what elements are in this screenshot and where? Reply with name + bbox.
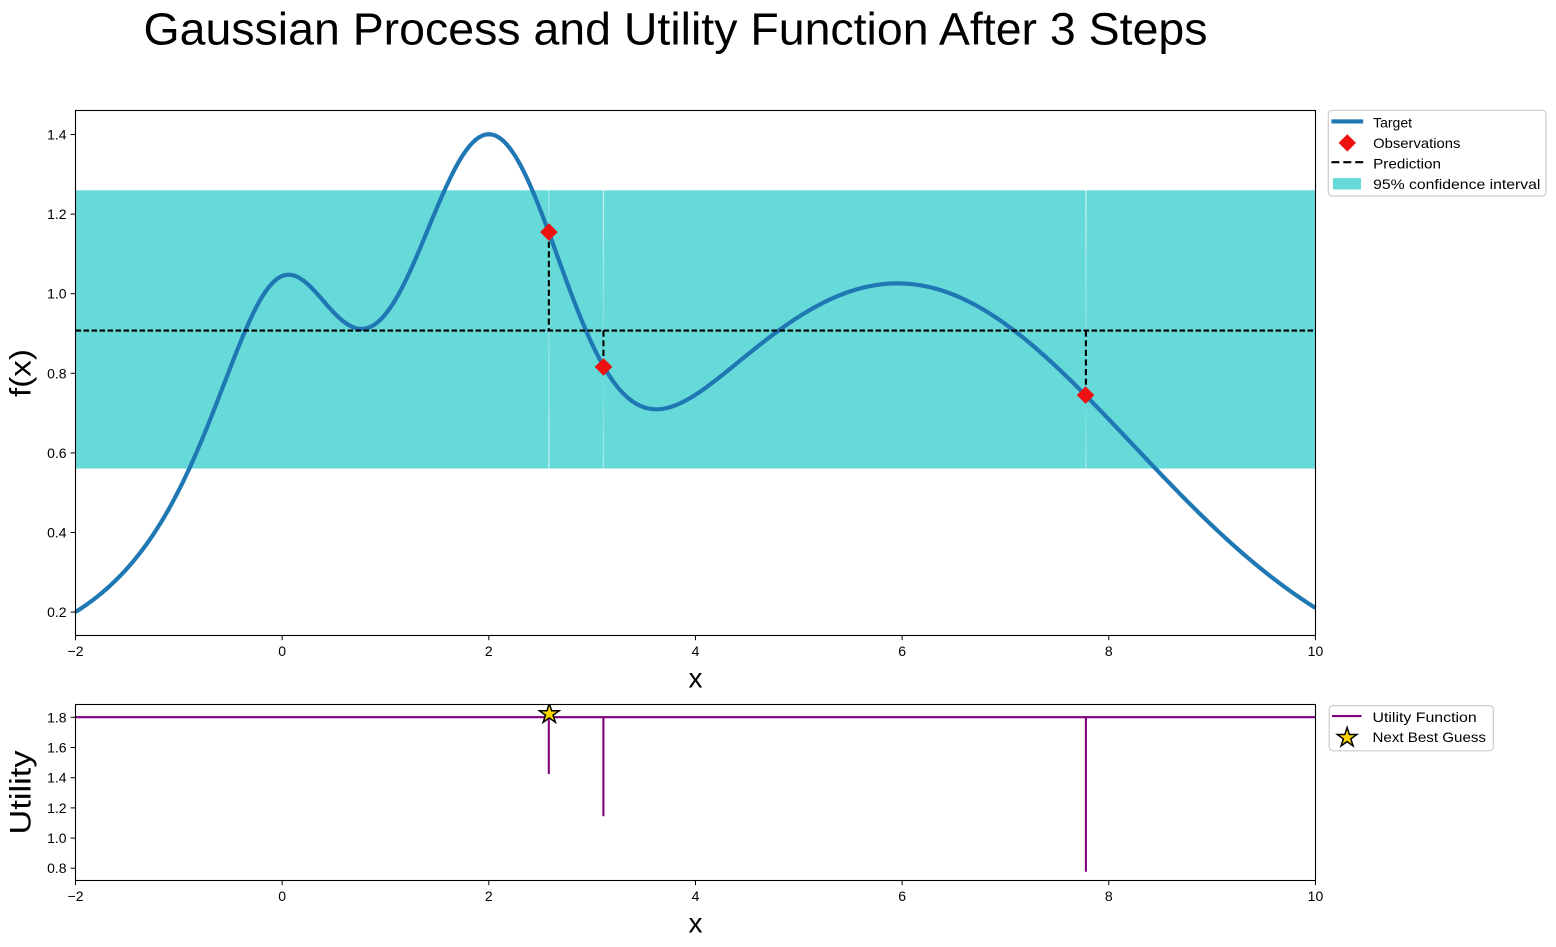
svg-text:0: 0 <box>278 888 286 904</box>
svg-text:0.8: 0.8 <box>47 860 67 876</box>
svg-text:Prediction: Prediction <box>1373 155 1441 171</box>
svg-text:−2: −2 <box>68 643 84 659</box>
svg-text:10: 10 <box>1308 888 1324 904</box>
svg-text:8: 8 <box>1105 643 1113 659</box>
svg-text:2: 2 <box>485 888 493 904</box>
svg-text:0.4: 0.4 <box>47 525 67 541</box>
svg-text:1.4: 1.4 <box>47 127 67 143</box>
svg-text:Gaussian Process and Utility F: Gaussian Process and Utility Function Af… <box>144 3 1208 54</box>
svg-text:1.0: 1.0 <box>47 286 67 302</box>
svg-text:4: 4 <box>692 643 700 659</box>
svg-text:2: 2 <box>485 643 493 659</box>
svg-text:1.0: 1.0 <box>47 830 67 846</box>
svg-text:1.2: 1.2 <box>47 800 67 816</box>
svg-text:−2: −2 <box>68 888 84 904</box>
svg-text:0.2: 0.2 <box>47 604 67 620</box>
svg-text:6: 6 <box>898 888 906 904</box>
svg-text:10: 10 <box>1308 643 1324 659</box>
svg-text:6: 6 <box>898 643 906 659</box>
svg-text:Next Best Guess: Next Best Guess <box>1373 729 1487 745</box>
svg-text:Utility: Utility <box>5 750 38 834</box>
svg-text:Utility Function: Utility Function <box>1373 709 1477 725</box>
svg-text:95% confidence interval: 95% confidence interval <box>1373 176 1540 192</box>
svg-text:0.6: 0.6 <box>47 445 67 461</box>
svg-text:Target: Target <box>1373 114 1412 130</box>
svg-text:1.2: 1.2 <box>47 206 67 222</box>
svg-text:1.4: 1.4 <box>47 770 67 786</box>
svg-text:4: 4 <box>692 888 700 904</box>
svg-text:x: x <box>689 663 703 694</box>
svg-text:8: 8 <box>1105 888 1113 904</box>
svg-text:f(x): f(x) <box>5 349 38 397</box>
svg-text:0: 0 <box>278 643 286 659</box>
svg-text:1.6: 1.6 <box>47 740 67 756</box>
svg-text:x: x <box>689 908 703 939</box>
svg-text:1.8: 1.8 <box>47 709 67 725</box>
svg-text:0.8: 0.8 <box>47 365 67 381</box>
svg-text:Observations: Observations <box>1373 135 1460 151</box>
